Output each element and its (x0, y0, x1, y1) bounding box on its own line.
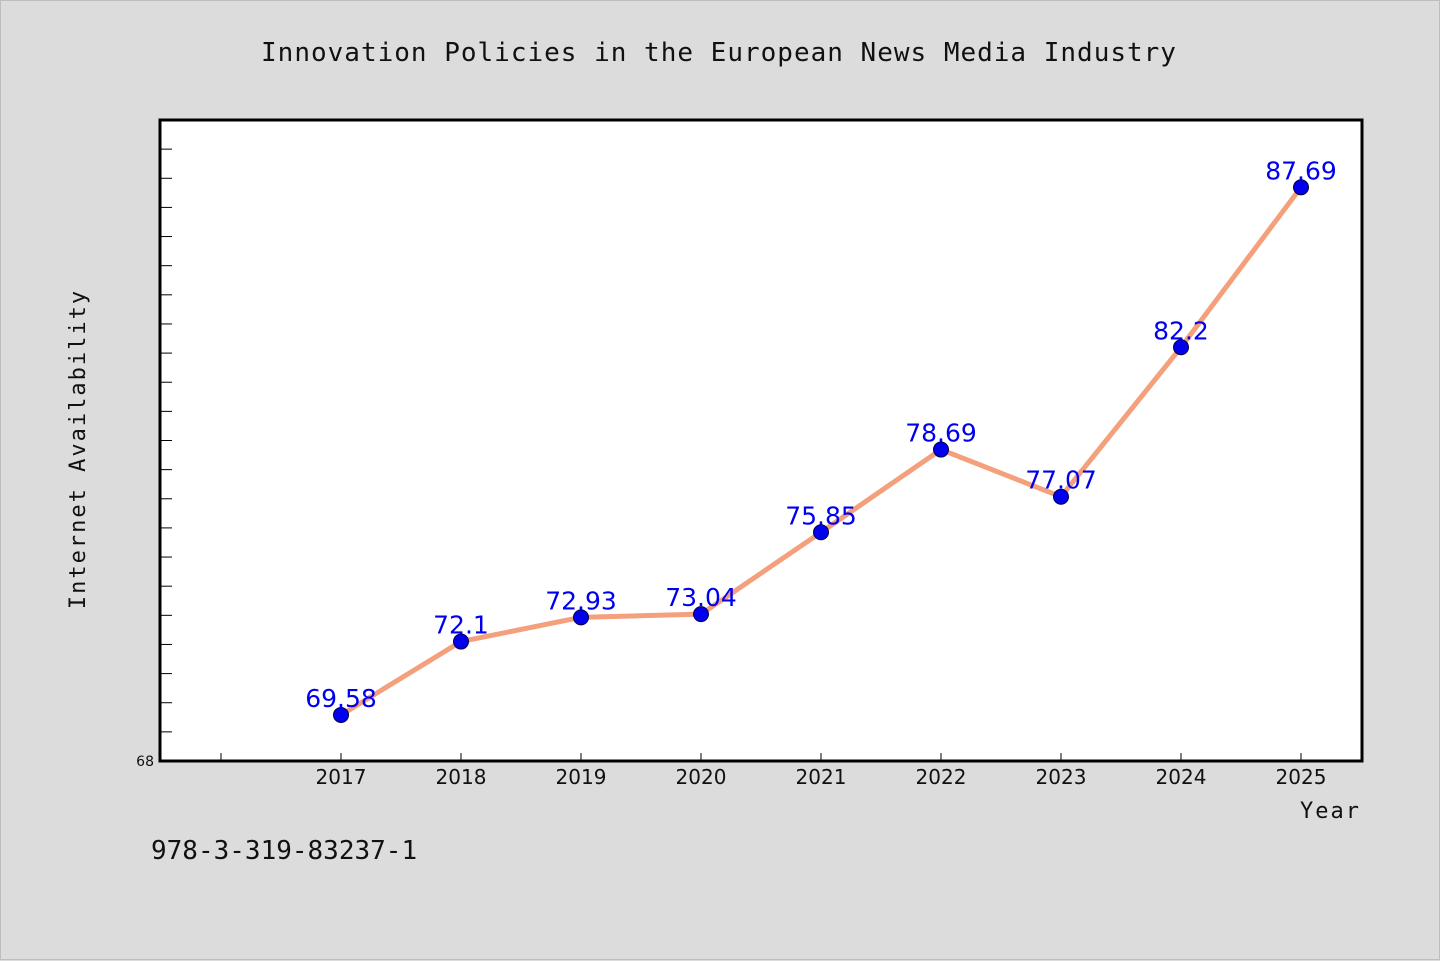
data-label: 72.93 (545, 586, 617, 615)
data-label: 69.58 (305, 684, 377, 713)
x-tick-label: 2019 (556, 765, 607, 789)
data-label: 75.85 (785, 501, 857, 530)
data-label: 78.69 (905, 419, 977, 448)
data-point (453, 633, 469, 650)
data-point (933, 441, 949, 458)
x-tick-labels: 2017 2018 2019 2020 2021 2022 2023 2024 2025 (316, 765, 1327, 789)
x-tick-label: 2017 (316, 765, 367, 789)
data-label: 82.2 (1153, 316, 1209, 345)
data-label: 87.69 (1265, 156, 1337, 185)
plot-area (158, 118, 1364, 763)
x-tick-label: 2024 (1156, 765, 1207, 789)
data-point (1293, 179, 1309, 196)
x-tick-label: 2022 (916, 765, 967, 789)
data-label: 72.1 (433, 611, 489, 640)
series-0: 69.58 72.1 72.93 73.04 75.85 78.69 77.07 82.2 87… (305, 156, 1337, 723)
y-tick-label: 68 (136, 754, 154, 770)
x-tick-label: 2018 (436, 765, 487, 789)
data-point (1173, 339, 1189, 356)
data-point (1053, 488, 1069, 505)
x-tick-label: 2020 (676, 765, 727, 789)
x-axis-label: Year (1300, 799, 1361, 824)
x-axis-ticks (220, 753, 1302, 761)
chart-title: Innovation Policies in the European News… (261, 38, 1177, 68)
data-point (693, 606, 709, 623)
x-tick-label: 2021 (796, 765, 847, 789)
footer-isbn: 978-3-319-83237-1 (151, 836, 418, 866)
data-point (573, 609, 589, 626)
data-label: 73.04 (665, 583, 737, 612)
data-point (333, 706, 349, 723)
y-axis-label: Internet Availability (66, 289, 91, 609)
y-axis-ticks (160, 119, 172, 762)
data-point (813, 524, 829, 541)
data-label: 77.07 (1025, 466, 1097, 495)
x-tick-label: 2023 (1036, 765, 1087, 789)
x-tick-label: 2025 (1276, 765, 1327, 789)
